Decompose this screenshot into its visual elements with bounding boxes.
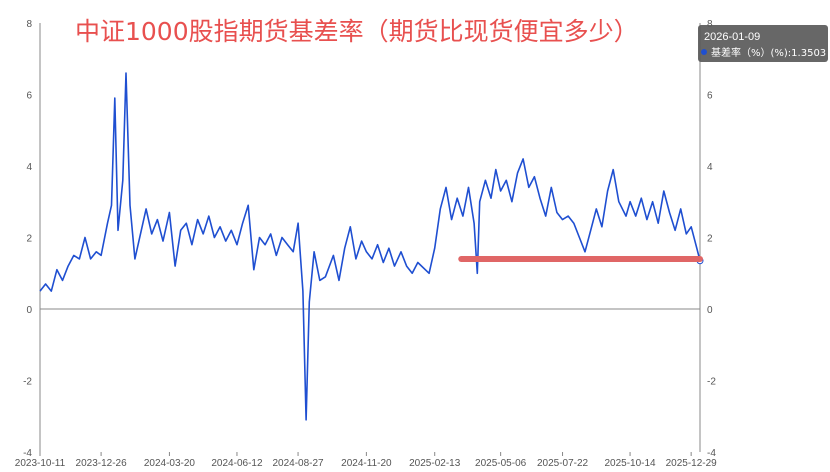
x-tick-label: 2023-10-11: [15, 458, 66, 469]
right-y-ticks: -4 -2 0 2 4 6 8: [707, 19, 716, 459]
left-y-tick-label: 6: [26, 91, 32, 102]
tooltip-date: 2026-01-09: [704, 31, 760, 43]
right-y-tick-label: 6: [707, 91, 713, 102]
chart-axes: [39, 23, 701, 452]
x-tick-label: 2024-03-20: [144, 458, 196, 469]
x-tick-label: 2025-10-14: [604, 458, 656, 469]
left-y-ticks: -4 -2 0 2 4 6 8: [23, 19, 32, 459]
left-y-tick-label: 4: [26, 162, 32, 173]
chart-title: 中证1000股指期货基差率（期货比现货便宜多少）: [75, 17, 639, 46]
x-tick-label: 2025-02-13: [409, 458, 461, 469]
x-tick-label: 2025-05-06: [475, 458, 527, 469]
x-axis-ticks: 2023-10-11 2023-12-26 2024-03-20 2024-06-12…: [15, 452, 717, 469]
right-y-tick-label: 2: [707, 234, 713, 245]
right-y-tick-label: 0: [707, 305, 713, 316]
tooltip-box: [698, 25, 828, 62]
right-y-tick-label: -4: [707, 448, 716, 459]
hover-tooltip: 2026-01-09 基差率（%）(%):1.3503: [698, 25, 828, 62]
series-line-basis-rate: [39, 72, 701, 421]
x-tick-label: 2024-11-20: [341, 458, 392, 469]
x-tick-label: 2024-06-12: [211, 458, 263, 469]
right-y-tick-label: 4: [707, 162, 713, 173]
x-tick-label: 2025-07-22: [537, 458, 589, 469]
right-y-tick-label: -2: [707, 377, 716, 388]
x-tick-label: 2024-08-27: [272, 458, 324, 469]
x-tick-label: 2025-12-29: [666, 458, 718, 469]
right-y-tick-label: 8: [707, 19, 713, 30]
tooltip-series-dot: [701, 49, 707, 55]
left-y-tick-label: 8: [26, 19, 32, 30]
left-y-tick-label: -4: [23, 448, 32, 459]
left-y-tick-label: 2: [26, 234, 32, 245]
series-layer: [39, 72, 704, 421]
tooltip-value: 基差率（%）(%):1.3503: [711, 46, 826, 59]
left-y-tick-label: 0: [26, 305, 32, 316]
left-y-tick-label: -2: [23, 377, 32, 388]
x-tick-label: 2023-12-26: [76, 458, 128, 469]
